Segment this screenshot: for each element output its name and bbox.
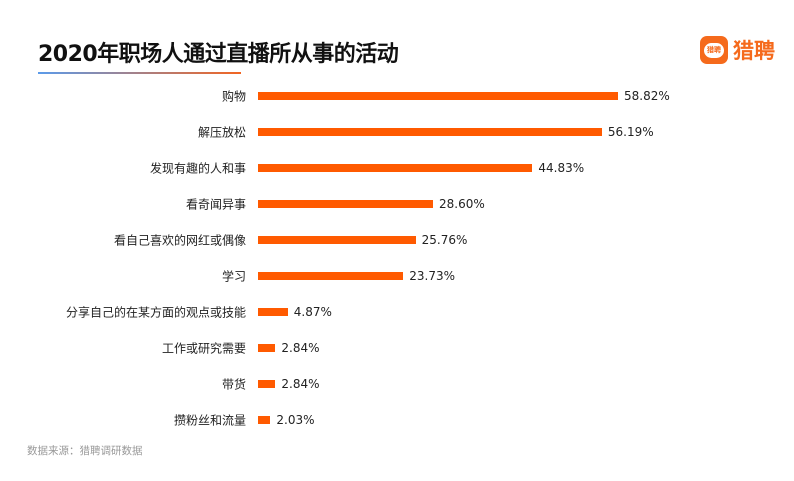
bar [258, 200, 434, 208]
data-label: 25.76% [421, 233, 468, 247]
data-label: 28.60% [439, 197, 485, 211]
data-label: 56.19% [607, 125, 654, 139]
category-label: 看自己喜欢的网红或偶像 [113, 233, 246, 248]
liepin-logo: 猎聘 猎聘 [700, 35, 775, 65]
logo-text: 猎聘 [733, 39, 775, 63]
category-label: 分享自己的在某方面的观点或技能 [65, 305, 246, 320]
category-label: 看奇闻异事 [185, 197, 246, 212]
bar [258, 236, 416, 244]
bar [258, 308, 288, 316]
data-label: 2.84% [281, 377, 320, 391]
category-label: 攒粉丝和流量 [173, 413, 246, 428]
bar [258, 416, 271, 424]
bar [258, 92, 618, 100]
title-underline [38, 72, 241, 74]
category-label: 发现有趣的人和事 [149, 161, 246, 176]
logo-bubble: 猎聘 [704, 42, 724, 58]
data-label: 23.73% [409, 269, 455, 283]
bar [258, 128, 602, 136]
chart-title: 2020年职场人通过直播所从事的活动 [38, 42, 399, 67]
data-label: 44.83% [538, 161, 585, 175]
category-label: 工作或研究需要 [161, 341, 246, 356]
source-note: 数据来源：猎聘调研数据 [27, 445, 143, 457]
data-label: 4.87% [293, 305, 332, 319]
category-label: 学习 [221, 269, 246, 284]
data-label: 2.84% [281, 341, 320, 355]
data-label: 58.82% [624, 89, 670, 103]
category-label: 带货 [221, 377, 246, 392]
bar [258, 344, 276, 352]
category-label: 购物 [221, 89, 246, 104]
data-label: 2.03% [276, 413, 315, 427]
logo-badge-icon: 猎聘 [700, 36, 728, 64]
bar [258, 164, 533, 172]
category-label: 解压放松 [197, 125, 246, 140]
bar [258, 272, 404, 280]
bar [258, 380, 276, 388]
